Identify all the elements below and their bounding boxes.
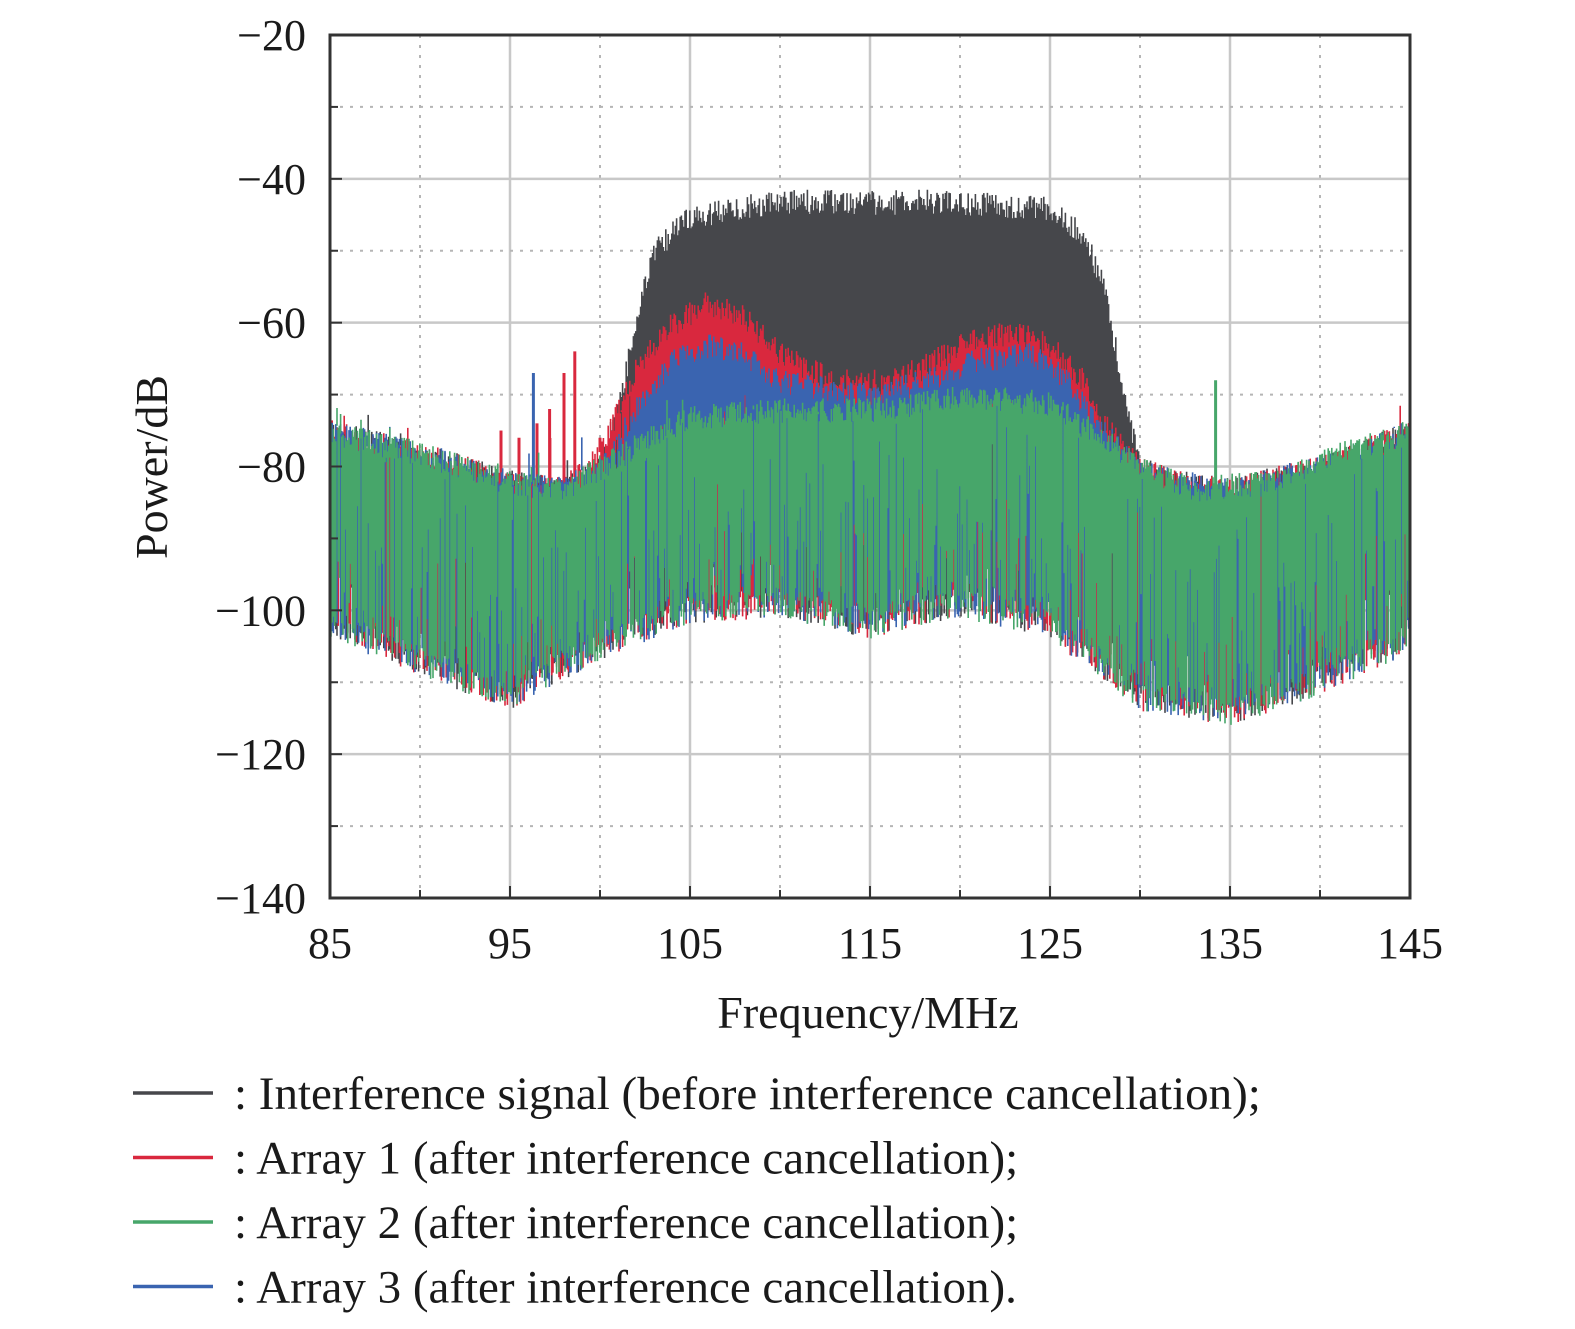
legend-label-2: : Array 2 (after interference cancellati… bbox=[234, 1197, 1018, 1249]
x-tick-label: 85 bbox=[308, 919, 352, 968]
legend-label-1: : Array 1 (after interference cancellati… bbox=[234, 1133, 1018, 1185]
legend-label-3: : Array 3 (after interference cancellati… bbox=[234, 1262, 1017, 1314]
x-tick-labels: 85 95 105 115 125 135 145 bbox=[308, 919, 1443, 968]
y-tick-labels: −20 −40 −60 −80 −100 −120 −140 bbox=[215, 11, 306, 923]
y-tick-label: −120 bbox=[215, 730, 306, 779]
legend-label-0: : Interference signal (before interferen… bbox=[234, 1068, 1261, 1120]
y-tick-label: −80 bbox=[237, 443, 306, 492]
y-tick-label: −60 bbox=[237, 299, 306, 348]
x-tick-label: 145 bbox=[1377, 919, 1443, 968]
x-tick-label: 105 bbox=[657, 919, 723, 968]
x-tick-label: 115 bbox=[838, 919, 902, 968]
y-tick-label: −140 bbox=[215, 874, 306, 923]
y-axis-label: Power/dB bbox=[126, 375, 177, 559]
axis-ticks bbox=[329, 34, 1411, 899]
x-tick-label: 95 bbox=[488, 919, 532, 968]
y-tick-label: −20 bbox=[237, 11, 306, 60]
y-tick-label: −100 bbox=[215, 586, 306, 635]
x-tick-label: 125 bbox=[1017, 919, 1083, 968]
x-axis-label: Frequency/MHz bbox=[717, 987, 1018, 1038]
x-tick-label: 135 bbox=[1197, 919, 1263, 968]
y-tick-label: −40 bbox=[237, 155, 306, 204]
legend: : Interference signal (before interferen… bbox=[133, 1068, 1261, 1314]
